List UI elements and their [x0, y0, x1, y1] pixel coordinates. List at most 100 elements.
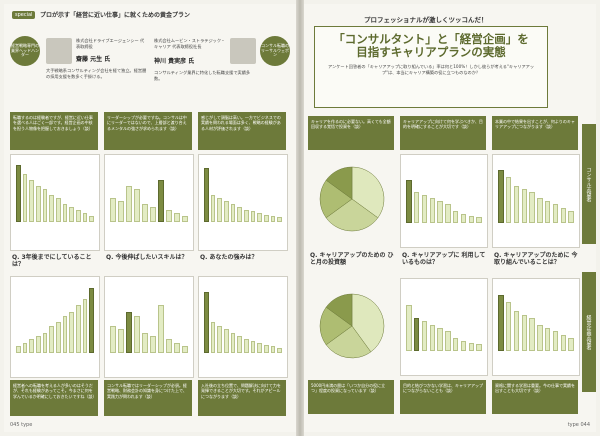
title-line-2: 目指すキャリアプランの実態: [356, 45, 506, 60]
person2-photo: [230, 38, 256, 64]
bar-chart-5: [109, 285, 189, 353]
bar: [166, 339, 172, 353]
right-bar-chart-1: [405, 161, 483, 223]
chart-panel-5: [104, 276, 194, 378]
right-comment-4: 5000円未満の層は「いつか自分の役に立つ」程度の投資になっています（談）: [308, 380, 394, 414]
bar: [521, 188, 528, 223]
bar: [76, 210, 81, 222]
bar: [224, 201, 229, 222]
bar: [257, 342, 262, 353]
bar: [529, 318, 535, 351]
person2-company: 株式会社ムービン・ストラテジック・キャリア 代表取締役社長: [154, 38, 226, 49]
bar: [413, 192, 420, 223]
right-subtitle: プロフェッショナルが激しくツッコんだ！: [364, 16, 488, 24]
bar: [174, 342, 180, 353]
comment-box-2: リーダーシップが必要ですね。コンサルは中にリーダーではないので、上層部と渡り合え…: [104, 112, 192, 150]
bar: [476, 344, 482, 351]
lead-text: アンケート回答者の「キャリアアップに取り組んでいる」率は何と100%！しかし彼ら…: [327, 64, 535, 76]
bar: [452, 337, 459, 351]
pie-slice: [325, 166, 353, 200]
right-bar-chart-2: [497, 161, 575, 223]
pie-slice: [319, 306, 353, 346]
person1-company: 株式会社ドライブエージェンシー 代表取締役: [76, 38, 145, 49]
bar: [537, 324, 543, 351]
person1-desc: 大手戦略系コンサルティング会社を経て独立。経営層の採用支援を数多く手掛ける。: [46, 68, 147, 79]
bar: [16, 165, 21, 222]
pie-chart-bottom: [319, 293, 385, 359]
pie-slice: [319, 179, 353, 219]
bar-chart-4: [15, 285, 95, 353]
bar: [126, 312, 132, 353]
right-comment-2: キャリアアップに向けて何を学ぶべきか、目的を明確にすることが大切です（談）: [400, 116, 486, 150]
bar: [62, 204, 68, 222]
bar: [82, 213, 88, 222]
right-chart-panel-2: [492, 154, 580, 248]
right-bar-chart-4: [497, 285, 575, 351]
bar: [505, 176, 512, 223]
bar: [217, 198, 222, 222]
bar: [126, 186, 132, 222]
bar: [544, 201, 551, 223]
person2-name: 神川 貴実彦 氏: [154, 58, 195, 65]
bar: [174, 213, 180, 222]
person-card-2: 株式会社ムービン・ストラテジック・キャリア 代表取締役社長 神川 貴実彦 氏 コ…: [154, 36, 294, 100]
bar: [22, 174, 28, 222]
section-tag: special: [12, 11, 36, 19]
bar: [244, 210, 249, 222]
bar: [224, 329, 229, 353]
bar: [150, 336, 156, 353]
pie-slice: [325, 198, 379, 232]
bar: [142, 204, 148, 222]
pie-slice: [325, 325, 372, 359]
title-box: 「コンサルタント」と「経営企画」を 目指すキャリアプランの実態 アンケート回答者…: [314, 26, 548, 108]
bar: [429, 324, 436, 351]
chart-panel-2: [104, 154, 194, 251]
bar: [62, 315, 68, 353]
person1-badge: 経営戦略専門の業界ヘッドハンター: [10, 36, 40, 66]
bar: [250, 340, 256, 353]
bar: [69, 207, 74, 222]
bar: [49, 325, 54, 353]
bar: [270, 346, 276, 353]
bar: [56, 198, 61, 222]
bar-chart-1: [15, 162, 95, 222]
bar: [134, 315, 140, 353]
bar: [182, 216, 188, 222]
bar: [42, 332, 48, 353]
bar: [552, 331, 559, 351]
bar: [82, 298, 88, 353]
bar: [76, 305, 81, 353]
comment-box-1: 転職するのは経験者ですが、経営に近い仕事を選べる人はごく一部です。経営企画の中核…: [10, 112, 98, 150]
right-comment-1: キャリアを作るのに必要ない。高くても全額回収する覚悟で投資を（談）: [308, 116, 394, 150]
bar: [460, 341, 467, 351]
bar: [429, 198, 436, 223]
bar: [560, 334, 567, 351]
bar: [244, 339, 249, 353]
bar: [568, 210, 574, 223]
bar: [29, 339, 34, 353]
question-2: Q. 今後伸ばしたいスキルは？: [106, 254, 188, 261]
right-comment-6: 資格に関する学習は重要。今の仕事で実績を出すことも大切です（談）: [492, 380, 578, 414]
chart-panel-3: [198, 154, 288, 251]
pie-slice: [325, 293, 353, 327]
side-tab-kikaku: 経営企画志望者: [582, 272, 596, 392]
bar: [158, 180, 164, 222]
bar: [110, 325, 116, 353]
bar: [36, 336, 41, 353]
bar: [270, 216, 276, 222]
title-line-1: 「コンサルタント」と「経営企画」を: [333, 32, 529, 46]
left-page-number: 045 type: [10, 422, 33, 428]
bar: [210, 322, 216, 353]
right-comment-5: 目的と結びつかない学習は、キャリアアップにつながらないことも（談）: [400, 380, 486, 414]
person2-desc: コンサルティング業界に特化した転職支援で実績多数。: [154, 70, 251, 81]
bar: [544, 327, 551, 351]
bar: [150, 207, 156, 222]
bar: [118, 201, 124, 222]
bar: [568, 337, 574, 351]
bar: [537, 198, 543, 223]
person1-photo: [46, 38, 72, 64]
bar: [264, 344, 269, 353]
right-bar-chart-3: [405, 285, 483, 351]
bar: [421, 195, 428, 223]
